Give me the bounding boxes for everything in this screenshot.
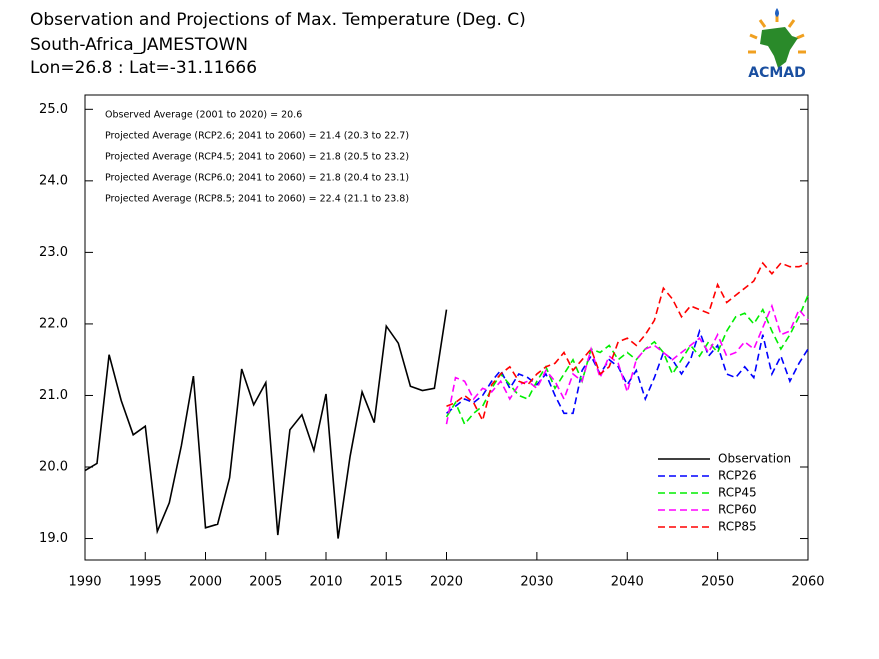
logo-drop — [775, 8, 779, 17]
x-tick-label: 2020 — [430, 575, 463, 590]
y-tick-label: 22.0 — [39, 316, 68, 331]
logo-text: ACMAD — [748, 65, 806, 81]
series-line — [445, 294, 809, 426]
plot-frame — [84, 94, 809, 561]
x-tick-label: 2015 — [370, 575, 403, 590]
x-tick-label: 2000 — [189, 575, 222, 590]
y-tick-label: 20.0 — [39, 460, 68, 475]
series-line — [446, 261, 809, 423]
logo: ACMAD — [748, 8, 806, 81]
y-tick-label: 21.0 — [39, 388, 68, 403]
chart-title: Observation and Projections of Max. Temp… — [30, 10, 526, 30]
annotation: Projected Average (RCP6.0; 2041 to 2060)… — [105, 173, 409, 184]
y-tick-label: 19.0 — [39, 531, 68, 546]
annotation: Observed Average (2001 to 2020) = 20.6 — [105, 110, 302, 121]
x-tick-label: 1990 — [68, 575, 101, 590]
legend-label: RCP26 — [718, 469, 757, 483]
series-line — [446, 328, 809, 415]
y-tick-label: 23.0 — [39, 245, 68, 260]
x-tick-label: 2005 — [249, 575, 282, 590]
series-line — [84, 309, 448, 539]
annotation: Projected Average (RCP2.6; 2041 to 2060)… — [105, 131, 409, 142]
series-line — [445, 303, 809, 425]
legend-label: RCP45 — [718, 486, 757, 500]
logo-rays — [748, 14, 806, 54]
x-tick-label: 2040 — [611, 575, 644, 590]
annotation: Projected Average (RCP8.5; 2041 to 2060)… — [105, 194, 409, 205]
chart-location: Lon=26.8 : Lat=-31.11666 — [30, 58, 257, 78]
y-tick-label: 25.0 — [39, 102, 68, 117]
x-tick-label: 2010 — [309, 575, 342, 590]
legend-label: Observation — [718, 452, 791, 466]
x-tick-label: 1995 — [129, 575, 162, 590]
legend-label: RCP85 — [718, 520, 757, 534]
logo-africa — [760, 27, 798, 68]
chart-subtitle: South-Africa_JAMESTOWN — [30, 35, 248, 55]
legend-label: RCP60 — [718, 503, 757, 517]
annotation: Projected Average (RCP4.5; 2041 to 2060)… — [105, 152, 409, 163]
x-tick-label: 2030 — [520, 575, 553, 590]
x-tick-label: 2060 — [791, 575, 824, 590]
x-tick-label: 2050 — [701, 575, 734, 590]
y-tick-label: 24.0 — [39, 173, 68, 188]
